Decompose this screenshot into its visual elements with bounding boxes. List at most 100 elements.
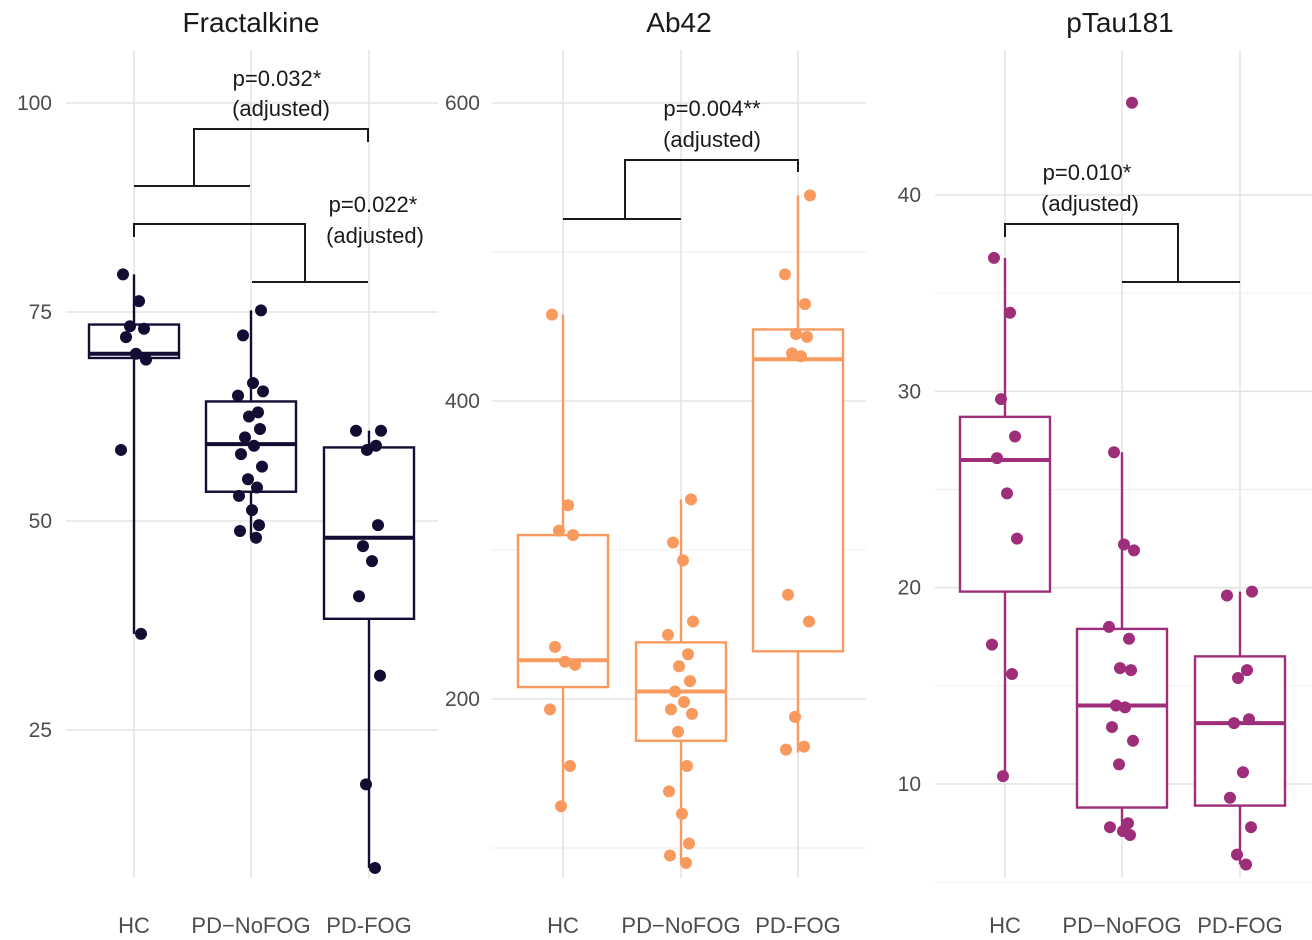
data-point [1011, 532, 1023, 545]
x-tick-label: HC [547, 913, 579, 938]
y-tick-label: 400 [445, 390, 480, 413]
p-value-label: p=0.010* [1043, 160, 1132, 185]
data-point [1113, 758, 1125, 771]
y-tick-label: 30 [898, 380, 921, 403]
data-point [1114, 662, 1126, 675]
data-point [242, 473, 254, 486]
data-point [133, 295, 145, 308]
data-point [1221, 589, 1233, 602]
data-point [243, 410, 255, 423]
data-point [669, 685, 681, 698]
y-tick-label: 10 [898, 773, 921, 796]
data-point [559, 655, 571, 668]
panel-ptau181: pTau181 10 20 30 40 HC PD−NoFOG PD-FOG p=0.010… [898, 7, 1312, 938]
box [958, 415, 1052, 593]
data-point [234, 525, 246, 538]
data-point [237, 329, 249, 342]
data-point [662, 628, 674, 641]
data-point [1104, 821, 1116, 834]
p-value-label: p=0.022* [329, 192, 418, 217]
data-point [667, 536, 679, 549]
y-tick-label: 600 [445, 92, 480, 115]
data-point [248, 439, 260, 452]
data-point [997, 770, 1009, 783]
data-point [564, 760, 576, 773]
bracket-main [133, 223, 306, 282]
data-point [995, 393, 1007, 406]
y-tick-label: 25 [29, 719, 52, 742]
x-tick-label: HC [118, 913, 150, 938]
data-point [1118, 538, 1130, 551]
p-value-label: p=0.032* [233, 66, 322, 91]
y-tick-label: 200 [445, 688, 480, 711]
data-point [1001, 487, 1013, 500]
data-point [1246, 585, 1258, 598]
data-point [549, 640, 561, 653]
data-point [799, 298, 811, 311]
p-value-label: p=0.004** [663, 96, 761, 121]
data-point [374, 669, 386, 682]
data-point [795, 350, 807, 363]
data-point [801, 330, 813, 343]
data-point [366, 555, 378, 568]
data-point [135, 627, 147, 640]
data-point [1128, 544, 1140, 557]
significance-brackets [1004, 223, 1240, 283]
data-point [1231, 848, 1243, 861]
bracket-main [193, 128, 369, 186]
data-point [681, 760, 693, 773]
data-point [1103, 620, 1115, 633]
data-point [686, 707, 698, 720]
data-point [677, 554, 689, 567]
data-point [235, 448, 247, 461]
data-point [780, 743, 792, 756]
data-point [1243, 713, 1255, 726]
data-point [253, 519, 265, 532]
data-point [1004, 306, 1016, 319]
data-point [782, 588, 794, 601]
data-point [683, 837, 695, 850]
data-point [250, 531, 262, 544]
data-point [798, 740, 810, 753]
data-point [252, 406, 264, 419]
data-point [357, 540, 369, 553]
data-point [1009, 430, 1021, 443]
data-point [664, 849, 676, 862]
data-point [546, 308, 558, 321]
data-point [232, 389, 244, 402]
data-point [124, 320, 136, 333]
data-point [1125, 664, 1137, 677]
data-point [1232, 671, 1244, 684]
box [322, 446, 416, 621]
data-point [375, 424, 387, 437]
data-point [553, 524, 565, 537]
x-tick-label: PD−NoFOG [191, 913, 310, 938]
data-point [676, 807, 688, 820]
data-point [544, 703, 556, 716]
data-point [246, 504, 258, 517]
data-point [255, 304, 267, 317]
y-tick-label: 20 [898, 577, 921, 600]
data-point [140, 353, 152, 366]
data-point [567, 529, 579, 542]
data-point [1108, 446, 1120, 459]
data-point [687, 615, 699, 628]
data-point [680, 856, 692, 869]
y-tick-label: 100 [17, 92, 52, 115]
data-point [239, 431, 251, 444]
data-point [1224, 791, 1236, 804]
data-point [988, 251, 1000, 264]
data-point [986, 638, 998, 651]
data-point [1127, 734, 1139, 747]
data-point [233, 489, 245, 502]
data-point [665, 703, 677, 716]
data-point [353, 590, 365, 603]
x-tick-label: PD-FOG [1197, 913, 1283, 938]
data-point [130, 347, 142, 360]
data-point [1119, 701, 1131, 714]
y-tick-label: 50 [29, 510, 52, 533]
data-point [361, 443, 373, 456]
y-tick-label: 40 [898, 184, 921, 207]
significance-brackets [133, 128, 369, 283]
